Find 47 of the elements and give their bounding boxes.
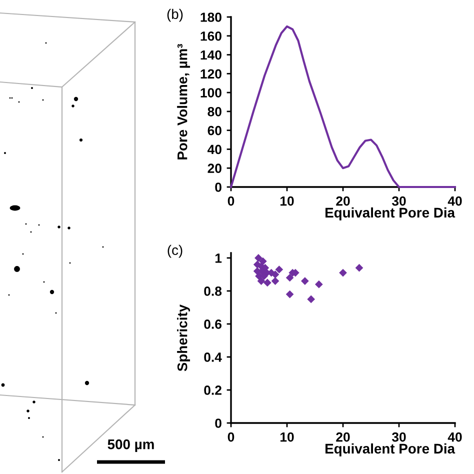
y-axis-title: Pore Volume, µm³ — [177, 44, 190, 160]
y-tick-label: 180 — [200, 12, 222, 22]
point — [339, 268, 347, 277]
y-tick-label: 0.8 — [204, 286, 222, 296]
point — [271, 277, 280, 285]
x-axis-title: Equivalent Pore Dia — [325, 207, 456, 220]
x-tick-label: 10 — [280, 432, 294, 442]
x-tick-label: 40 — [448, 432, 462, 442]
y-axis-title: Sphericity — [177, 304, 190, 372]
x-tick-label: 20 — [336, 432, 350, 442]
y-tick-label: 0.6 — [204, 320, 222, 329]
y-tick-label: 0 — [215, 182, 222, 192]
y-tick-label: 0 — [215, 418, 222, 428]
y-tick-label: 20 — [208, 164, 222, 174]
x-tick-label: 20 — [336, 196, 350, 206]
x-tick-label: 0 — [228, 432, 234, 442]
point — [257, 277, 266, 285]
point — [314, 280, 323, 288]
y-tick-label: 0.4 — [204, 352, 222, 362]
point — [307, 295, 316, 304]
point — [258, 257, 267, 266]
y-tick-label: 60 — [208, 126, 222, 136]
x-axis-title: Equivalent Pore Dia — [325, 443, 456, 456]
x-tick-label: 10 — [280, 196, 294, 206]
chart-title: (c) — [168, 244, 182, 258]
point — [271, 270, 280, 278]
y-tick-label: 40 — [207, 144, 222, 154]
text: 500 µm — [108, 439, 154, 452]
point — [263, 278, 272, 287]
x-tick-label: 40 — [448, 196, 462, 206]
chart-title: (b) — [167, 8, 183, 22]
x-tick-label: 30 — [392, 432, 406, 442]
y-tick-label: 0.2 — [204, 386, 222, 395]
y-tick-label: 160 — [200, 31, 222, 41]
x-tick-label: 30 — [392, 196, 406, 206]
point — [300, 277, 309, 285]
point — [355, 264, 364, 272]
y-tick-label: 80 — [208, 107, 222, 116]
y-tick-label: 140 — [200, 50, 222, 60]
point — [286, 290, 294, 298]
point — [286, 274, 294, 282]
x-tick-label: 0 — [228, 196, 234, 206]
point — [275, 266, 284, 274]
y-tick-label: 1 — [215, 254, 222, 263]
point — [254, 254, 262, 262]
y-tick-label: 100 — [200, 88, 222, 98]
y-tick-label: 120 — [200, 69, 222, 79]
